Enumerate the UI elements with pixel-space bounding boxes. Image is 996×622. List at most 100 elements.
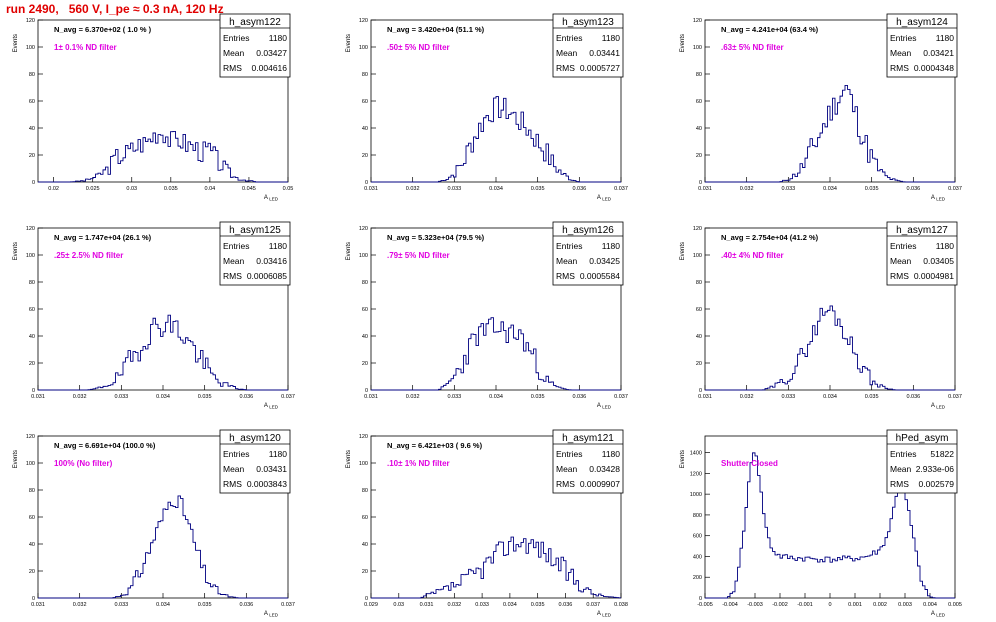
x-tick-label: 0.005 xyxy=(948,602,962,608)
histogram-line xyxy=(38,495,288,599)
stats-value: 0.004616 xyxy=(252,63,288,73)
y-tick-label: 0 xyxy=(365,180,368,186)
x-axis-label: A LED xyxy=(264,195,279,202)
y-tick-label: 60 xyxy=(696,99,702,105)
x-tick-label: -0.003 xyxy=(747,602,763,608)
y-tick-label: 60 xyxy=(29,99,35,105)
x-tick-label: 0.037 xyxy=(281,602,295,608)
stats-box xyxy=(552,221,624,286)
y-tick-label: 40 xyxy=(362,542,368,548)
y-tick-label: 0 xyxy=(365,596,368,602)
y-tick-label: 0 xyxy=(699,388,702,394)
y-tick-label: 20 xyxy=(29,569,35,575)
x-tick-label: 0.033 xyxy=(475,602,489,608)
y-tick-label: 80 xyxy=(29,280,35,286)
y-tick-label: 100 xyxy=(693,45,702,51)
stats-box xyxy=(886,13,958,78)
stats-value: 0.002579 xyxy=(919,479,955,489)
navg-label: N_avg = 6.691e+04 (100.0 %) xyxy=(54,441,156,450)
histogram-line xyxy=(38,130,288,183)
x-tick-label: 0.034 xyxy=(156,394,170,400)
stats-title: h_asym121 xyxy=(562,433,614,444)
panel-h_asym124: Events 0 20 40 60 80 100 120 0.031 0.032 0.033 0.03… xyxy=(680,13,962,202)
filter-annotation: .79± 5% ND filter xyxy=(387,251,450,260)
stats-label: Mean xyxy=(223,48,245,58)
y-tick-label: 120 xyxy=(359,434,368,440)
x-tick-label: 0.034 xyxy=(823,186,837,192)
y-tick-label: 120 xyxy=(26,434,35,440)
stats-value: 0.03405 xyxy=(923,256,954,266)
histogram-line xyxy=(371,96,621,183)
y-tick-label: 20 xyxy=(29,361,35,367)
x-tick-label: 0.001 xyxy=(848,602,862,608)
x-tick-label: 0.035 xyxy=(164,186,178,192)
y-tick-label: 600 xyxy=(693,534,702,540)
histogram-line xyxy=(705,305,955,391)
x-tick-label: -0.005 xyxy=(697,602,713,608)
histogram-line xyxy=(371,536,621,599)
x-tick-label: 0.035 xyxy=(531,186,545,192)
x-tick-label: 0.033 xyxy=(447,186,461,192)
x-tick-label: 0.034 xyxy=(823,394,837,400)
stats-label: RMS xyxy=(223,63,242,73)
panel-h_asym120: Events 0 20 40 60 80 100 120 0.031 0.032 0.033 0.03… xyxy=(13,429,295,618)
filter-annotation: .50± 5% ND filter xyxy=(387,43,450,52)
y-tick-label: 120 xyxy=(359,18,368,24)
y-tick-label: 0 xyxy=(32,388,35,394)
x-tick-label: 0.031 xyxy=(698,394,712,400)
y-tick-label: 80 xyxy=(696,72,702,78)
x-tick-label: 0.033 xyxy=(114,394,128,400)
stats-title: h_asym124 xyxy=(896,17,948,28)
x-axis-label: A LED xyxy=(931,403,946,410)
stats-value: 1180 xyxy=(269,33,288,43)
x-axis-label: A LED xyxy=(597,403,612,410)
stats-value: 0.03416 xyxy=(256,256,287,266)
stats-value: 1180 xyxy=(269,449,288,459)
y-axis-label: Events xyxy=(13,242,19,260)
y-tick-label: 120 xyxy=(693,226,702,232)
x-tick-label: 0.036 xyxy=(906,394,920,400)
stats-value: 0.03421 xyxy=(923,48,954,58)
y-axis-label: Events xyxy=(680,34,686,52)
y-tick-label: 40 xyxy=(362,126,368,132)
y-tick-label: 80 xyxy=(29,72,35,78)
run-title: run 2490, 560 V, I_pe ≈ 0.3 nA, 120 Hz xyxy=(6,2,224,16)
stats-label: RMS xyxy=(223,479,242,489)
x-tick-label: -0.002 xyxy=(772,602,788,608)
x-tick-label: 0.037 xyxy=(281,394,295,400)
x-tick-label: 0.031 xyxy=(698,186,712,192)
navg-label: N_avg = 1.747e+04 (26.1 %) xyxy=(54,233,152,242)
y-tick-label: 40 xyxy=(29,126,35,132)
stats-box xyxy=(552,13,624,78)
stats-value: 0.0005727 xyxy=(580,63,620,73)
navg-label: N_avg = 6.421e+03 ( 9.6 %) xyxy=(387,441,483,450)
y-tick-label: 200 xyxy=(693,575,702,581)
y-tick-label: 40 xyxy=(696,334,702,340)
y-tick-label: 20 xyxy=(696,361,702,367)
x-tick-label: 0.045 xyxy=(242,186,256,192)
histogram-line xyxy=(371,317,621,391)
stats-label: Entries xyxy=(223,241,249,251)
stats-value: 0.0004348 xyxy=(914,63,954,73)
x-tick-label: 0.031 xyxy=(31,394,45,400)
x-tick-label: 0.032 xyxy=(447,602,461,608)
y-tick-label: 20 xyxy=(362,361,368,367)
panel-h_asym122: Events 0 20 40 60 80 100 120 0.02 0.025 0.03 0.035 0… xyxy=(13,13,293,202)
stats-label: Entries xyxy=(556,33,582,43)
stats-label: RMS xyxy=(890,63,909,73)
stats-label: Mean xyxy=(890,48,912,58)
y-axis-label: Events xyxy=(346,450,352,468)
stats-label: Mean xyxy=(223,256,245,266)
x-tick-label: 0.036 xyxy=(906,186,920,192)
x-tick-label: 0.033 xyxy=(114,602,128,608)
x-tick-label: 0.036 xyxy=(239,602,253,608)
x-tick-label: 0.032 xyxy=(740,394,754,400)
y-tick-label: 100 xyxy=(359,461,368,467)
histogram-line xyxy=(705,452,955,599)
stats-label: RMS xyxy=(890,479,909,489)
stats-value: 2.933e-06 xyxy=(916,464,955,474)
x-tick-label: 0.04 xyxy=(205,186,216,192)
y-tick-label: 0 xyxy=(699,596,702,602)
y-tick-label: 100 xyxy=(26,45,35,51)
x-tick-label: 0.032 xyxy=(73,602,87,608)
